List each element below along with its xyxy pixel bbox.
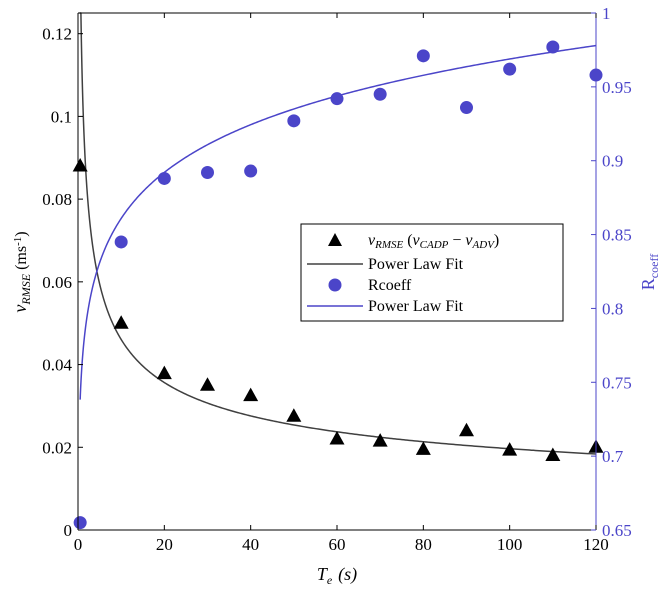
y-right-tick-label: 0.95 <box>602 78 632 97</box>
x-tick-label: 80 <box>415 535 432 554</box>
legend-rmse-close: ) <box>494 232 499 249</box>
y-right-tick-label: 0.65 <box>602 521 632 540</box>
rcoeff-point <box>373 87 387 101</box>
rmse-point <box>502 442 518 456</box>
y-left-tick-label: 0.08 <box>42 190 72 209</box>
y-right-tick-label: 0.85 <box>602 226 632 245</box>
rcoeff-point <box>244 164 258 178</box>
rmse-point <box>545 447 561 462</box>
y-left-label-unit-close: ) <box>13 231 30 236</box>
tick-layer: 0 20 40 60 80 100 120 0 0.02 0.04 0.06 0.08 0.1 0.12 0… <box>42 4 632 554</box>
rcoeff-point <box>73 516 87 530</box>
rcoeff-power-law-fit-line <box>79 44 597 400</box>
legend-rmse-main: v <box>368 232 376 249</box>
y-right-label-main: R <box>638 278 658 290</box>
x-axis-label-unit: (s) <box>338 564 357 585</box>
y-right-axis-label: Rcoeff <box>638 254 661 290</box>
legend-box <box>300 223 564 322</box>
rmse-point <box>415 441 431 455</box>
x-axis-label-main: T <box>317 564 329 584</box>
y-left-label-main: v <box>10 305 30 313</box>
y-left-axis-label: vRMSE (ms-1) <box>10 231 33 312</box>
y-left-tick-label: 0.12 <box>42 25 72 44</box>
y-left-label-unit-sup: -1 <box>12 237 24 246</box>
x-tick-label: 100 <box>497 535 523 554</box>
y-right-tick-label: 0.75 <box>602 373 632 392</box>
rmse-point <box>329 431 345 445</box>
y-right-tick-label: 0.9 <box>602 152 623 171</box>
y-left-label-unit-open: (ms <box>13 246 30 270</box>
y-left-tick-label: 0.04 <box>42 356 72 375</box>
x-tick-label: 40 <box>242 535 259 554</box>
y-right-label-sub: coeff <box>647 254 661 278</box>
y-left-tick-label: 0.02 <box>42 438 72 457</box>
marker-layer <box>72 40 604 530</box>
x-tick-label: 120 <box>583 535 609 554</box>
rmse-point <box>243 387 259 402</box>
legend-triangle-marker <box>328 233 342 246</box>
rmse-point <box>113 315 129 329</box>
x-axis-label: Te (s) <box>317 564 357 587</box>
legend-rmse-sub2: ADV <box>472 239 496 251</box>
rmse-point <box>72 158 88 172</box>
legend-entry-fit-1: Power Law Fit <box>368 256 464 273</box>
rcoeff-point <box>416 49 430 63</box>
x-tick-label: 20 <box>156 535 173 554</box>
legend-entry-rmse: vRMSE (vCADP − vADV) <box>368 232 499 251</box>
rmse-power-law-fit-line <box>79 12 597 455</box>
y-left-tick-label: 0 <box>64 521 73 540</box>
fit-layer <box>79 12 597 455</box>
legend-rmse-v2: v <box>465 232 473 249</box>
rcoeff-point <box>287 114 301 128</box>
rmse-point <box>459 422 474 437</box>
rcoeff-point <box>201 166 214 180</box>
rcoeff-point <box>330 92 344 106</box>
rcoeff-point <box>503 62 517 76</box>
rmse-point <box>156 365 172 380</box>
rmse-point <box>200 377 215 391</box>
rmse-point <box>372 433 388 447</box>
legend-entry-rcoeff: Rcoeff <box>368 277 412 294</box>
legend-entry-fit-2: Power Law Fit <box>368 298 464 315</box>
y-right-tick-label: 0.8 <box>602 299 623 318</box>
rcoeff-point <box>157 171 171 185</box>
rcoeff-point <box>546 40 560 54</box>
x-axis-label-sub: e <box>327 573 333 587</box>
legend: vRMSE (vCADP − vADV) Power Law Fit Rcoef… <box>300 223 564 322</box>
rmse-point <box>286 408 302 422</box>
legend-rmse-v1: v <box>413 232 421 249</box>
x-tick-label: 0 <box>74 535 83 554</box>
y-right-tick-label: 1 <box>602 4 611 23</box>
legend-rmse-open: ( <box>403 232 412 249</box>
y-left-label-sub: RMSE <box>19 273 33 305</box>
legend-rmse-minus: − <box>448 232 465 249</box>
y-left-tick-label: 0.1 <box>51 107 72 126</box>
rcoeff-point <box>460 101 473 115</box>
y-right-tick-label: 0.7 <box>602 447 624 466</box>
y-left-tick-label: 0.06 <box>42 273 72 292</box>
rcoeff-point <box>114 235 128 249</box>
legend-circle-marker <box>328 278 342 292</box>
legend-rmse-sub1: CADP <box>420 239 449 251</box>
legend-rmse-sub: RMSE <box>374 239 403 251</box>
x-tick-label: 60 <box>329 535 346 554</box>
